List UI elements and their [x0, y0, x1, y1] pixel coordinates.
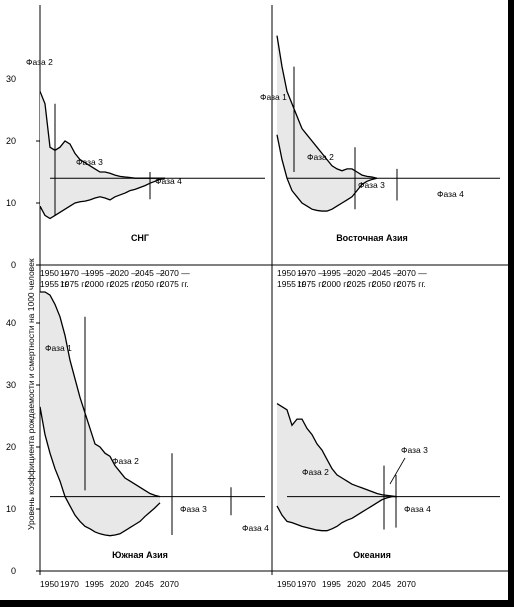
birth-rate-line	[276, 403, 398, 498]
phase-label: Фаза 3	[358, 180, 385, 190]
x-tick-label: 2050 гг.	[135, 279, 164, 289]
x-tick-label: 2075 гг.	[160, 279, 189, 289]
gap-area	[277, 403, 397, 531]
x-tick-label: 1970	[60, 579, 79, 589]
x-tick-label: 1975 гг.	[297, 279, 326, 289]
x-tick-label: 1975 гг.	[60, 279, 89, 289]
x-tick-label: 2075 гг.	[397, 279, 426, 289]
y-tick-label: 20	[6, 136, 16, 146]
x-tick-label: 1970 —	[297, 268, 327, 278]
phase-label: Фаза 4	[404, 504, 431, 514]
x-tick-label: 2050 гг.	[372, 279, 401, 289]
phase-label: Фаза 4	[437, 189, 464, 199]
phase-leader-line	[389, 457, 406, 485]
y-tick-label: 0	[11, 260, 16, 270]
death-rate-line	[39, 177, 166, 220]
panel-title: Восточная Азия	[336, 233, 408, 243]
x-tick-label: 2045	[372, 579, 391, 589]
gap-area	[40, 292, 160, 536]
panel-title: Океания	[353, 550, 391, 560]
x-tick-label: 1995 —	[85, 268, 115, 278]
x-tick-label: 2045 —	[135, 268, 165, 278]
x-tick-label: 1970 —	[60, 268, 90, 278]
x-tick-label: 1950	[277, 579, 296, 589]
x-tick-label: 2070 —	[160, 268, 190, 278]
y-axis-title: Уровень коэффициента рождаемости и смерт…	[26, 258, 36, 530]
y-tick-label: 0	[11, 566, 16, 576]
x-tick-label: 1950	[40, 579, 59, 589]
x-tick-label: 2000 гг.	[322, 279, 351, 289]
x-tick-label: 1970	[297, 579, 316, 589]
x-tick-label: 2070	[160, 579, 179, 589]
x-tick-label: 2070	[397, 579, 416, 589]
death-rate-line	[276, 495, 397, 532]
phase-label: Фаза 3	[401, 445, 428, 455]
x-tick-label: 2020	[347, 579, 366, 589]
phase-label: Фаза 3	[76, 157, 103, 167]
x-tick-label: 2025 гг.	[110, 279, 139, 289]
phase-label: Фаза 2	[26, 57, 53, 67]
y-tick-label: 40	[6, 318, 16, 328]
phase-label: Фаза 3	[180, 504, 207, 514]
x-tick-label: 2020 —	[110, 268, 140, 278]
death-rate-line	[39, 406, 161, 537]
y-tick-label: 30	[6, 74, 16, 84]
x-tick-label: 2000 гг.	[85, 279, 114, 289]
x-tick-label: 2025 гг.	[347, 279, 376, 289]
phase-label: Фаза 4	[242, 523, 269, 533]
phase-label: Фаза 4	[155, 176, 182, 186]
x-tick-label: 2045	[135, 579, 154, 589]
phase-label: Фаза 2	[307, 152, 334, 162]
death-rate-line	[276, 134, 378, 212]
birth-rate-line	[40, 291, 161, 498]
gap-area	[277, 35, 377, 212]
x-tick-label: 1995 —	[322, 268, 352, 278]
x-tick-label: 1955 гг.	[277, 279, 306, 289]
x-tick-label: 2020 —	[347, 268, 377, 278]
phase-label: Фаза 1	[45, 343, 72, 353]
y-tick-label: 10	[6, 198, 16, 208]
x-tick-label: 1950 —	[277, 268, 307, 278]
x-tick-label: 2070 —	[397, 268, 427, 278]
y-tick-label: 10	[6, 504, 16, 514]
panel-title: Южная Азия	[112, 550, 168, 560]
phase-label: Фаза 2	[302, 467, 329, 477]
phase-label: Фаза 2	[112, 456, 139, 466]
x-tick-label: 2045 —	[372, 268, 402, 278]
y-tick-label: 20	[6, 442, 16, 452]
x-tick-label: 1955 гг.	[40, 279, 69, 289]
x-tick-label: 1950 —	[40, 268, 70, 278]
phase-label: Фаза 1	[260, 92, 287, 102]
gap-area	[40, 91, 165, 219]
x-tick-label: 2020	[110, 579, 129, 589]
y-tick-label: 30	[6, 380, 16, 390]
panel-title: СНГ	[131, 233, 149, 243]
x-tick-label: 1995	[85, 579, 104, 589]
x-tick-label: 1995	[322, 579, 341, 589]
